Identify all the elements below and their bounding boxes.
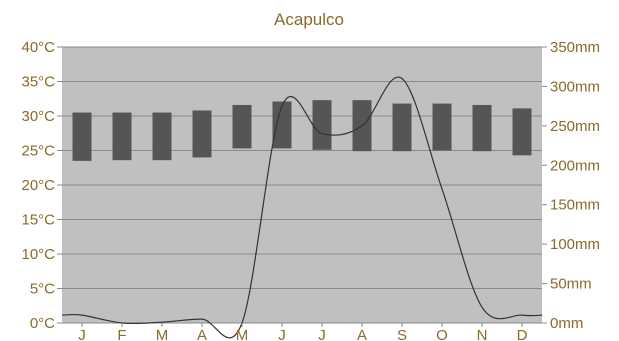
temperature-bar [312, 100, 332, 150]
month-label: J [78, 327, 86, 341]
temperature-bar [472, 104, 492, 152]
temperature-bar [72, 112, 92, 161]
precipitation-line [61, 76, 543, 339]
right-tick-label: 50mm [550, 276, 592, 293]
left-axis-ticks: 0°C 5°C 10°C 15°C 20°C 25°C 30°C 35°C 40°C [21, 39, 62, 332]
temperature-bar [152, 112, 172, 161]
right-axis-ticks: 0mm 50mm 100mm 150mm 200mm 250mm 300mm 350mm [542, 39, 600, 332]
temperature-bar [112, 112, 132, 161]
right-tick-label: 0mm [550, 315, 583, 332]
month-label: M [156, 327, 169, 341]
left-tick-label: 20°C [21, 177, 55, 194]
month-label: A [197, 327, 207, 341]
right-tick-label: 200mm [550, 157, 600, 174]
month-label: O [436, 327, 448, 341]
month-label: J [278, 327, 286, 341]
month-label: F [117, 327, 126, 341]
chart-title: Acapulco [274, 10, 344, 29]
month-label: M [236, 327, 249, 341]
month-label: S [397, 327, 407, 341]
temperature-bar [432, 103, 452, 151]
left-tick-label: 15°C [21, 212, 55, 229]
left-tick-label: 10°C [21, 246, 55, 263]
month-label: D [517, 327, 528, 341]
left-tick-label: 40°C [21, 39, 55, 56]
left-tick-label: 5°C [30, 281, 55, 298]
right-tick-label: 100mm [550, 236, 600, 253]
right-tick-label: 250mm [550, 118, 600, 135]
temperature-bar [192, 110, 212, 158]
month-label: J [318, 327, 326, 341]
temperature-bar [392, 103, 412, 152]
temperature-bar [272, 101, 292, 149]
right-tick-label: 150mm [550, 197, 600, 214]
left-tick-label: 0°C [30, 315, 55, 332]
month-label: N [477, 327, 488, 341]
left-tick-label: 30°C [21, 108, 55, 125]
temperature-bar [232, 104, 252, 149]
month-label: A [357, 327, 367, 341]
temperature-bar [512, 108, 532, 156]
right-tick-label: 300mm [550, 78, 600, 95]
right-tick-label: 350mm [550, 39, 600, 56]
temperature-bars [72, 100, 532, 161]
left-tick-label: 35°C [21, 74, 55, 91]
left-tick-label: 25°C [21, 143, 55, 160]
